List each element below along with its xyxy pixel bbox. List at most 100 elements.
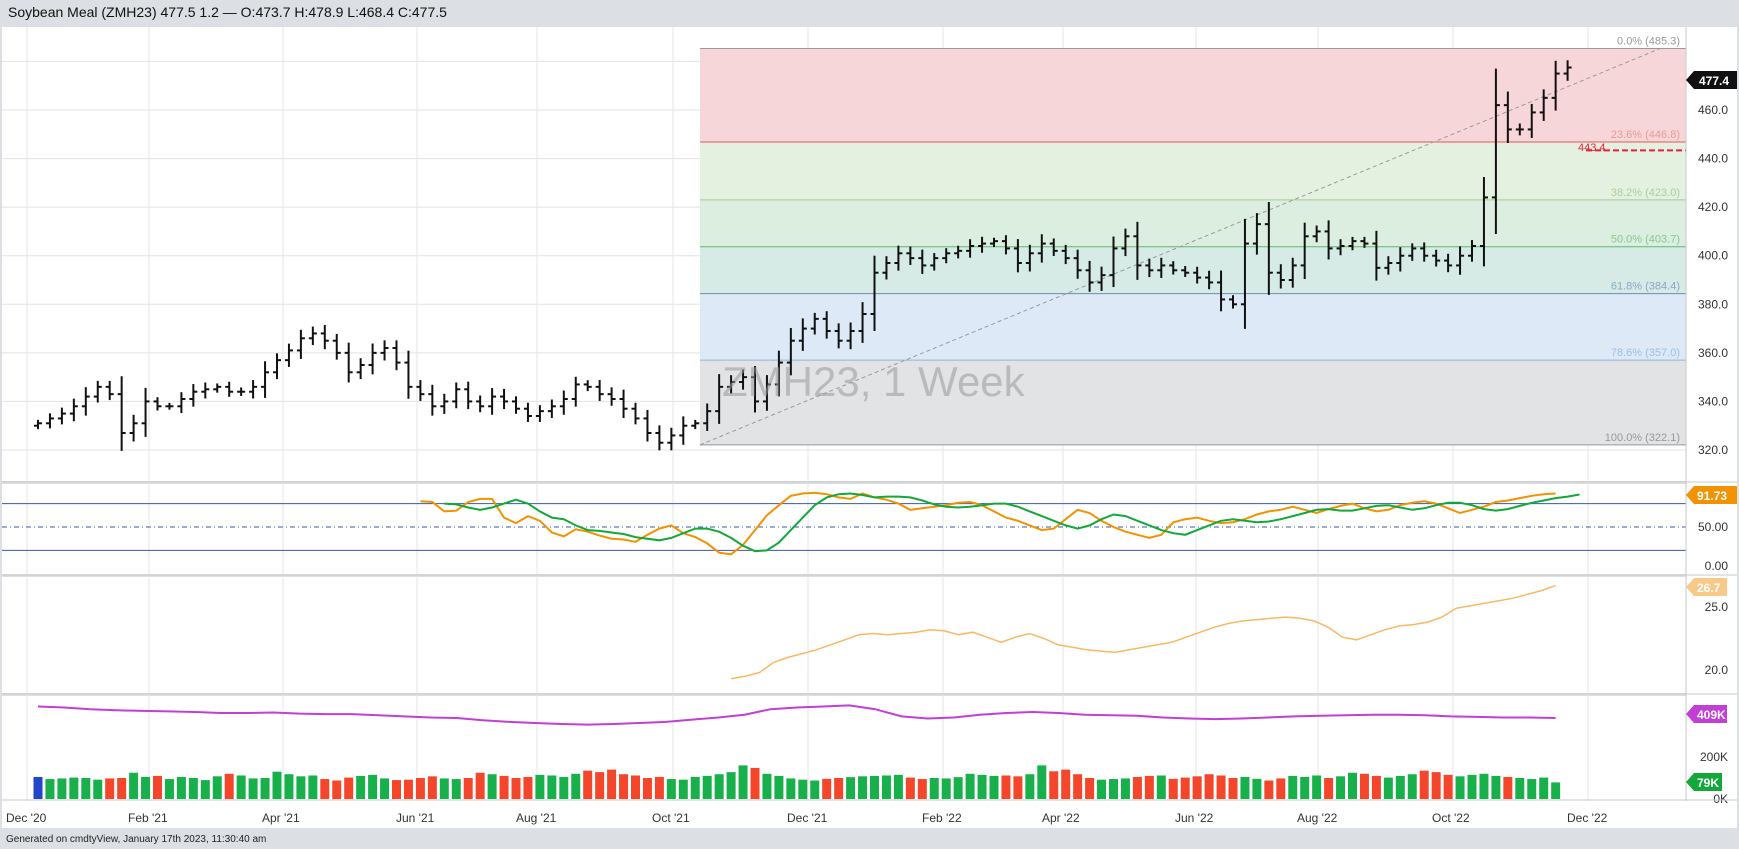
volume-bar xyxy=(1061,769,1071,799)
volume-bar xyxy=(1013,776,1023,799)
fib-zone xyxy=(700,142,1686,200)
volume-bar xyxy=(1252,778,1262,799)
volume-bar xyxy=(380,778,390,799)
volume-bar xyxy=(870,775,879,799)
volume-bar xyxy=(1455,776,1465,799)
volume-bar xyxy=(475,772,485,799)
indicator3-panel xyxy=(2,577,1686,693)
price-tick-label: 440.0 xyxy=(1698,152,1728,166)
volume-bar xyxy=(595,772,605,799)
volume-bar xyxy=(1348,772,1357,799)
x-axis-label: Dec '22 xyxy=(1567,811,1608,825)
volume-bar xyxy=(1383,777,1393,799)
volume-bar xyxy=(726,772,736,799)
volume-bar xyxy=(392,780,401,799)
volume-bar xyxy=(905,777,915,799)
x-axis-label: Dec '20 xyxy=(6,811,47,825)
fibonacci-retracement: 0.0% (485.3) 23.6% (446.8) 38.2% (423.0) 50… xyxy=(699,36,1686,446)
indicator3-line xyxy=(730,584,1556,680)
stochastic-lines xyxy=(2,491,1686,556)
volume-bar xyxy=(403,779,413,799)
volume-bar xyxy=(762,773,772,799)
volume-bar xyxy=(1156,775,1166,799)
stoch-badge-text: 91.73 xyxy=(1697,489,1727,503)
volume-bar xyxy=(607,769,617,799)
volume-bar xyxy=(535,774,545,799)
volume-bar xyxy=(212,776,222,799)
volume-bar xyxy=(1419,770,1429,799)
volume-bar xyxy=(188,778,198,799)
volume-bar xyxy=(1288,775,1298,799)
fib-label: 38.2% (423.0) xyxy=(1611,187,1680,199)
volume-bar xyxy=(702,775,712,799)
volume-bar xyxy=(105,778,115,799)
volume-bar xyxy=(344,777,354,799)
volume-bar xyxy=(117,778,127,799)
volume-bar xyxy=(1144,775,1154,799)
volume-bar xyxy=(1359,773,1369,799)
fib-label: 0.0% (485.3) xyxy=(1617,36,1680,48)
price-badge: 477.4 xyxy=(1686,71,1737,89)
indicator3-tick-label: 20.0 xyxy=(1705,663,1729,677)
volume-bar xyxy=(1228,778,1238,799)
volume-bar xyxy=(356,775,366,799)
fib-trendline xyxy=(699,48,1661,446)
volume-bar xyxy=(1431,772,1441,799)
fib-zone xyxy=(700,360,1686,445)
open-interest-line xyxy=(37,704,1556,726)
x-axis-label: Aug '21 xyxy=(516,811,557,825)
volume-bar xyxy=(284,774,294,799)
fib-label: 50.0% (403.7) xyxy=(1611,234,1680,246)
x-axis-label: Dec '21 xyxy=(787,811,828,825)
volume-bar xyxy=(1371,775,1381,799)
volume-bar xyxy=(846,777,856,799)
open-interest-line xyxy=(37,704,1556,726)
volume-bar xyxy=(798,779,808,799)
volume-bar xyxy=(858,776,868,799)
volume-bar xyxy=(1037,765,1047,799)
x-axis-label: Apr '22 xyxy=(1042,811,1080,825)
volume-bar xyxy=(1025,774,1035,799)
volume-bar xyxy=(1479,773,1489,799)
volume-bar xyxy=(1109,779,1118,799)
price-chart[interactable]: 0.0% (485.3) 23.6% (446.8) 38.2% (423.0) 50… xyxy=(0,26,1739,834)
volume-bar xyxy=(57,778,67,799)
volume-bar xyxy=(69,777,79,799)
volume-bar xyxy=(547,775,557,799)
fib-label: 23.6% (446.8) xyxy=(1611,129,1680,141)
volume-bar xyxy=(248,778,258,799)
volume-bar xyxy=(427,776,437,799)
volume-bar xyxy=(1216,775,1226,799)
volume-bar xyxy=(272,771,282,799)
fib-zone xyxy=(700,48,1686,143)
volume-bar xyxy=(153,775,162,799)
volume-bar xyxy=(415,778,425,799)
price-tick-label: 360.0 xyxy=(1698,346,1728,360)
fib-label: 78.6% (357.0) xyxy=(1611,347,1680,359)
volume-bar xyxy=(881,775,891,799)
fib-zone xyxy=(700,246,1686,294)
volume-bar xyxy=(571,773,581,799)
volume-bar xyxy=(822,778,832,799)
volume-bar xyxy=(439,778,449,799)
volume-bar xyxy=(678,779,688,799)
volume-bar xyxy=(1097,779,1107,799)
volume-bar xyxy=(33,776,43,799)
volume-bar xyxy=(965,773,975,799)
volume-bar xyxy=(1491,775,1501,799)
stoch-badge: 91.73 xyxy=(1686,486,1737,504)
watermark: ZMH23, 1 Week xyxy=(722,358,1026,405)
indicator3-line xyxy=(730,584,1556,680)
volume-bar xyxy=(786,778,796,799)
volume-bar xyxy=(523,776,533,799)
price-badge-text: 477.4 xyxy=(1699,74,1729,88)
volume-bar xyxy=(1192,776,1202,799)
volume-bar xyxy=(1240,776,1250,799)
volume-bar xyxy=(511,778,521,799)
volume-bar xyxy=(893,774,903,799)
x-axis-label: Jun '21 xyxy=(396,811,435,825)
volume-bar xyxy=(141,776,151,799)
price-tick-label: 460.0 xyxy=(1698,103,1728,117)
title-bar: Soybean Meal (ZMH23) 477.5 1.2 — O:473.7… xyxy=(0,0,1739,26)
stoch-d-line xyxy=(444,492,1580,553)
